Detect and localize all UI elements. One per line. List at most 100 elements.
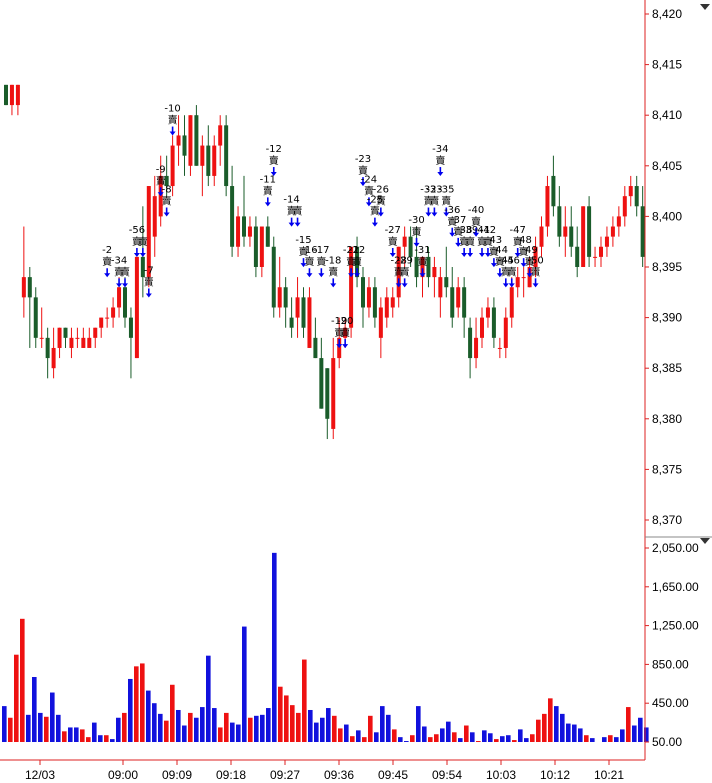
sell-signal: -56賣 [129, 225, 145, 257]
sell-signal-count: -56 [129, 225, 145, 236]
candle-body [551, 175, 556, 207]
candle-body [408, 236, 413, 257]
candle-body [301, 297, 306, 328]
sell-signal: -33賣 [426, 185, 443, 217]
volume-panel-menu-icon[interactable] [700, 538, 710, 544]
down-arrow-icon [157, 192, 164, 197]
sell-signal-count: -44 [492, 245, 508, 256]
candle-body [242, 216, 246, 237]
sell-signal: -22賣 [349, 245, 365, 278]
candle-body [230, 186, 235, 247]
sell-signal-count: -26 [373, 185, 389, 196]
volume-bar [446, 721, 451, 742]
down-arrow-icon [300, 263, 307, 268]
volume-bar [200, 707, 205, 742]
sell-signal-label: 賣 [483, 235, 493, 248]
volume-tick-label: 450.00 [652, 696, 689, 710]
x-tick-label: 10:12 [540, 768, 570, 782]
volume-bar [554, 706, 559, 742]
sell-signal-label: 賣 [364, 184, 374, 197]
sell-signal-count: -24 [361, 174, 377, 185]
volume-tick-label: 1,250.00 [652, 619, 699, 633]
sell-signal: -41賣 [474, 225, 490, 257]
candle-body [117, 287, 122, 308]
volume-bar [470, 732, 475, 742]
sell-signal-count: -42 [480, 225, 496, 236]
sell-signal-label: 賣 [138, 235, 148, 248]
x-tick-label: 10:03 [486, 768, 516, 782]
sell-signal-label: 賣 [316, 255, 326, 268]
price-panel-menu-icon[interactable] [700, 4, 710, 10]
candle-body [545, 186, 550, 227]
volume-bar [158, 713, 163, 742]
volume-bar [620, 729, 625, 742]
sell-signal-label: 賣 [102, 255, 112, 268]
volume-bar [230, 722, 235, 742]
sell-signal-label: 賣 [507, 265, 517, 278]
volume-bar [362, 737, 367, 742]
volume-bar [128, 678, 133, 742]
down-arrow-icon [342, 344, 349, 349]
sell-signal-count: -12 [266, 144, 282, 155]
sell-signal-label: 賣 [358, 164, 368, 177]
sell-signal-label: 賣 [447, 215, 457, 228]
volume-bar [68, 727, 73, 742]
x-tick-label: 09:18 [216, 768, 246, 782]
sell-signal-label: 賣 [370, 205, 380, 218]
candle-body [57, 327, 62, 348]
volume-bar [512, 740, 517, 742]
candle-body [497, 347, 502, 349]
sell-signal-label: 賣 [418, 255, 428, 268]
sell-signal-count: -27 [385, 225, 401, 236]
candle-body [485, 307, 490, 318]
down-arrow-icon [139, 253, 146, 257]
candle-body [224, 125, 229, 187]
sell-signal: -47賣 [510, 225, 526, 257]
volume-bar [404, 741, 409, 742]
sell-signal-label: 賣 [459, 235, 469, 248]
candle-body [384, 297, 389, 318]
volume-bar [578, 728, 583, 742]
candle-body [271, 246, 276, 308]
volume-bar [380, 706, 385, 742]
sell-signal: -40賣 [468, 205, 484, 237]
sell-signal-count: -25 [367, 195, 383, 206]
candle-body [480, 317, 484, 338]
volume-bar [398, 737, 403, 742]
candle-body [355, 246, 360, 278]
sell-signal-count: -38 [456, 225, 472, 236]
volume-bar [638, 717, 643, 742]
volume-bar [92, 722, 97, 742]
price-panel [4, 84, 645, 440]
x-tick-label: 09:00 [108, 768, 138, 782]
candle-body [474, 337, 479, 359]
volume-bar [80, 729, 85, 742]
volume-bar [548, 698, 553, 742]
sell-signal: -11賣 [260, 174, 276, 207]
price-tick-label: 8,395 [652, 260, 682, 274]
sell-signal: -19賣 [331, 316, 347, 349]
sell-signal-label: 賣 [299, 245, 309, 258]
sell-signal: -9賣 [156, 164, 166, 197]
volume-bar [392, 729, 397, 742]
volume-bar [260, 714, 265, 742]
sell-signal-count: -34 [111, 255, 127, 266]
candle-body [444, 277, 449, 288]
volume-bar [194, 717, 199, 742]
sell-signal-count: -50 [527, 255, 543, 266]
candle-body [176, 135, 181, 146]
sell-signal: -49賣 [521, 245, 538, 278]
volume-bar [290, 705, 295, 742]
sell-signal: -18賣 [325, 255, 341, 288]
sell-signal-count: -2 [102, 245, 112, 256]
volume-bar [62, 731, 67, 742]
sell-signal: -14賣 [283, 195, 300, 227]
sell-signal: -25賣 [367, 195, 383, 227]
candle-body [212, 145, 217, 176]
sell-signal-count: -35 [438, 185, 454, 196]
candle-body [27, 277, 32, 298]
price-tick-label: 8,380 [652, 412, 682, 426]
sell-signal-count: -19 [331, 316, 347, 327]
down-arrow-icon [270, 172, 277, 177]
